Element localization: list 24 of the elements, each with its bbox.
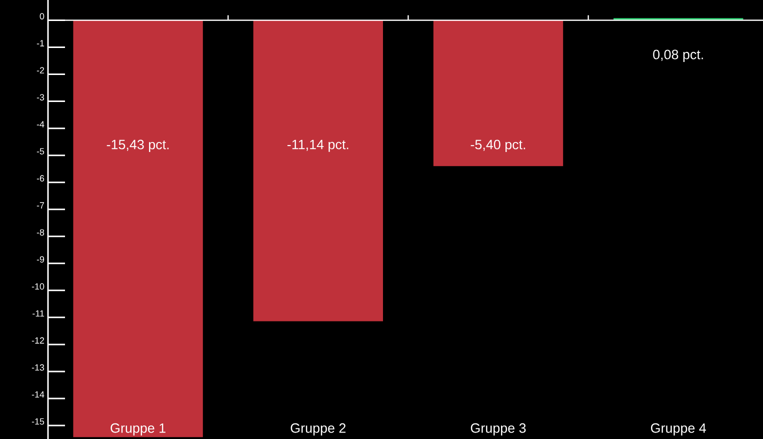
x-tick-label: Gruppe 3 xyxy=(470,423,526,436)
y-tick-label: -8 xyxy=(36,229,44,236)
y-tick-label: -10 xyxy=(32,283,44,290)
y-tick-label: -13 xyxy=(32,364,44,371)
data-label: -11,14 pct. xyxy=(287,140,348,152)
y-tick-label: -7 xyxy=(36,202,44,208)
data-label: 0,08 pct. xyxy=(653,50,703,62)
y-tick-label: -3 xyxy=(36,94,44,100)
y-tick-label: -2 xyxy=(36,67,44,74)
data-label: -5,40 pct. xyxy=(470,140,526,152)
y-tick-label: -6 xyxy=(36,175,44,182)
x-tick-label: Gruppe 2 xyxy=(290,423,346,436)
x-tick-label: Gruppe 4 xyxy=(650,423,706,436)
y-tick-label: -5 xyxy=(36,148,44,154)
y-tick-label: 0 xyxy=(40,13,44,20)
y-tick-label: -14 xyxy=(32,391,44,398)
data-label: -15,43 pct. xyxy=(106,140,169,152)
y-tick-label: -12 xyxy=(32,337,44,344)
y-tick-label: -11 xyxy=(32,310,44,317)
y-tick-label: -1 xyxy=(36,40,44,46)
y-tick-label: -15 xyxy=(32,418,44,425)
x-tick-label: Gruppe 1 xyxy=(110,423,166,436)
y-tick-label: -4 xyxy=(36,121,44,128)
y-tick-label: -9 xyxy=(36,256,44,263)
